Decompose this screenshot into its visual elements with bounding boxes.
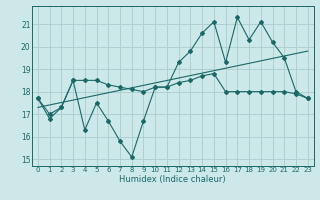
X-axis label: Humidex (Indice chaleur): Humidex (Indice chaleur) — [119, 175, 226, 184]
